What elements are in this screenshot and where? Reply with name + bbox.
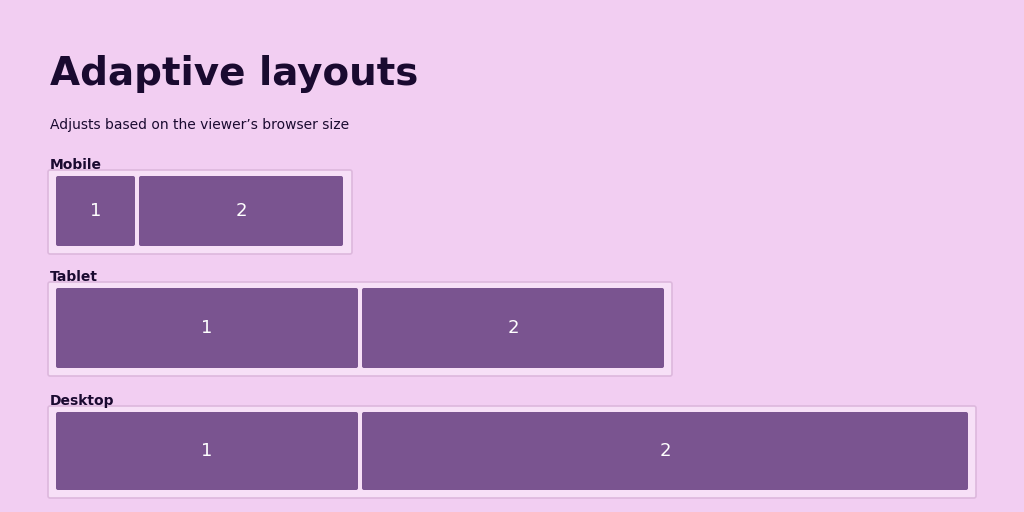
Text: 1: 1 — [202, 442, 213, 460]
Text: Adjusts based on the viewer’s browser size: Adjusts based on the viewer’s browser si… — [50, 118, 349, 132]
FancyBboxPatch shape — [56, 412, 358, 490]
Text: 1: 1 — [90, 202, 101, 220]
FancyBboxPatch shape — [362, 412, 968, 490]
FancyBboxPatch shape — [56, 288, 358, 368]
FancyBboxPatch shape — [48, 406, 976, 498]
Text: Tablet: Tablet — [50, 270, 98, 284]
Text: Desktop: Desktop — [50, 394, 115, 408]
Text: 1: 1 — [202, 319, 213, 337]
FancyBboxPatch shape — [48, 170, 352, 254]
FancyBboxPatch shape — [139, 176, 343, 246]
Text: 2: 2 — [236, 202, 247, 220]
FancyBboxPatch shape — [362, 288, 664, 368]
Text: Adaptive layouts: Adaptive layouts — [50, 55, 419, 93]
Text: 2: 2 — [659, 442, 671, 460]
FancyBboxPatch shape — [56, 176, 135, 246]
FancyBboxPatch shape — [48, 282, 672, 376]
Text: Mobile: Mobile — [50, 158, 102, 172]
Text: 2: 2 — [507, 319, 519, 337]
